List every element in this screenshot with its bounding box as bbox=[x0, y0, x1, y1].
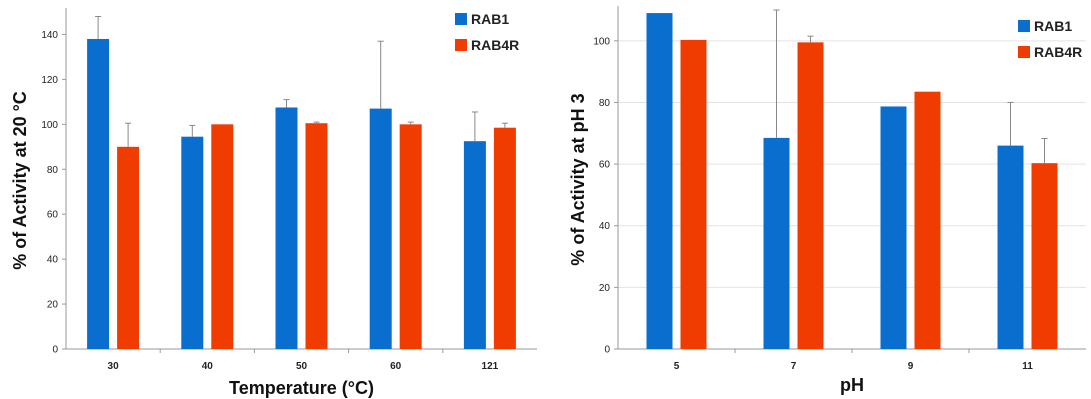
x-tick-label-50: 50 bbox=[296, 361, 308, 372]
legend-swatch-rab4r bbox=[1018, 46, 1030, 58]
y-tick-label-3: 60 bbox=[599, 160, 611, 171]
y-tick-label-4: 80 bbox=[599, 98, 611, 109]
x-axis-label: pH bbox=[840, 375, 864, 395]
legend-label-rab4r: RAB4R bbox=[1034, 44, 1082, 60]
y-tick-label-2: 40 bbox=[599, 221, 611, 232]
bar-rab4r-121 bbox=[493, 127, 516, 349]
bar-rab1-40 bbox=[181, 136, 204, 349]
x-tick-label-121: 121 bbox=[482, 361, 499, 372]
bar-rab1-60 bbox=[369, 108, 392, 350]
bar-rab4r-30 bbox=[117, 146, 140, 349]
y-tick-label-5: 100 bbox=[593, 36, 610, 47]
y-axis-label: % of Activity at 20 °C bbox=[10, 91, 30, 270]
x-tick-label-30: 30 bbox=[108, 361, 120, 372]
legend-label-rab1: RAB1 bbox=[1034, 18, 1072, 34]
y-tick-label-0: 0 bbox=[52, 345, 58, 356]
x-tick-label-60: 60 bbox=[390, 361, 402, 372]
bar-rab1-30 bbox=[87, 38, 110, 350]
legend-swatch-rab1 bbox=[455, 13, 467, 25]
legend-swatch-rab1 bbox=[1018, 20, 1030, 32]
y-tick-label-4: 80 bbox=[47, 165, 59, 176]
y-tick-label-1: 20 bbox=[599, 283, 611, 294]
bar-rab1-121 bbox=[463, 141, 486, 349]
bar-rab4r-9 bbox=[914, 91, 941, 349]
legend-label-rab1: RAB1 bbox=[471, 11, 509, 27]
y-axis-label: % of Activity at pH 3 bbox=[568, 93, 588, 265]
x-tick-label-11: 11 bbox=[1022, 361, 1033, 372]
ph-activity-chart: 0 20 40 60 80 100 5 7 9 11 pH % of Activity at pH 3… bbox=[568, 6, 1086, 395]
y-tick-label-1: 20 bbox=[47, 300, 59, 311]
bar-rab4r-11 bbox=[1031, 163, 1058, 349]
bar-rab1-9 bbox=[880, 106, 907, 349]
bar-rab4r-7 bbox=[797, 42, 824, 349]
bar-rab1-7 bbox=[763, 137, 790, 349]
y-tick-label-7: 140 bbox=[41, 30, 58, 41]
bar-rab4r-50 bbox=[305, 123, 328, 350]
bar-rab4r-5 bbox=[680, 39, 707, 349]
x-tick-label-7: 7 bbox=[791, 361, 797, 372]
x-tick-label-9: 9 bbox=[908, 361, 914, 372]
bar-rab1-11 bbox=[997, 145, 1024, 349]
temperature-activity-chart: 0 20 40 60 80 100 120 140 30 40 50 60 121 Temperature… bbox=[10, 8, 537, 398]
x-axis-label: Temperature (°C) bbox=[229, 378, 374, 398]
legend-swatch-rab4r bbox=[455, 39, 467, 51]
y-tick-label-5: 100 bbox=[41, 120, 58, 131]
x-tick-label-40: 40 bbox=[202, 361, 214, 372]
y-tick-label-3: 60 bbox=[47, 210, 59, 221]
y-tick-label-0: 0 bbox=[604, 345, 610, 356]
x-tick-label-5: 5 bbox=[674, 361, 680, 372]
y-tick-label-2: 40 bbox=[47, 255, 59, 266]
bar-rab1-5 bbox=[646, 13, 673, 349]
legend-label-rab4r: RAB4R bbox=[471, 37, 519, 53]
bar-rab4r-60 bbox=[399, 124, 422, 349]
bar-rab1-50 bbox=[275, 107, 298, 349]
bar-rab4r-40 bbox=[211, 124, 234, 349]
y-tick-label-6: 120 bbox=[41, 75, 58, 86]
